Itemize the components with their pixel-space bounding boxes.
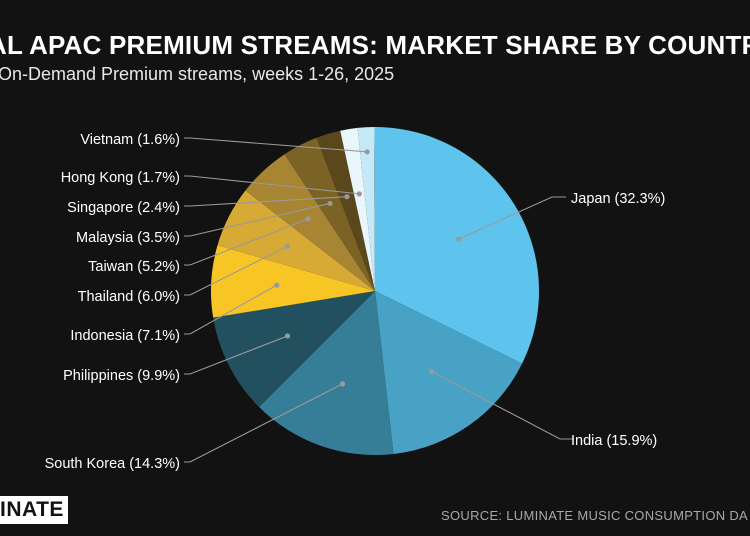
slice-label-japan: Japan (32.3%) (571, 191, 665, 207)
leader-line-south-korea (184, 383, 343, 463)
slices-layer (210, 126, 539, 455)
pie-slice-malaysia (284, 137, 375, 291)
pie-slice-vietnam (357, 127, 375, 291)
pie-slice-hong-kong (340, 127, 375, 292)
pie-slice-taiwan (245, 154, 375, 291)
slice-label-thailand: Thailand (6.0%) (78, 289, 180, 305)
source-note: SOURCE: LUMINATE MUSIC CONSUMPTION DA (441, 508, 748, 523)
chart-title: AL APAC PREMIUM STREAMS: MARKET SHARE BY… (0, 30, 750, 60)
slice-label-india: India (15.9%) (571, 433, 657, 449)
leader-line-thailand (184, 245, 288, 296)
slice-label-indonesia: Indonesia (7.1%) (70, 328, 180, 344)
leader-lines-layer (184, 137, 574, 463)
slice-label-south-korea: South Korea (14.3%) (45, 456, 180, 472)
slice-label-vietnam: Vietnam (1.6%) (80, 132, 180, 148)
slice-label-philippines: Philippines (9.9%) (63, 368, 180, 384)
pie-slice-other-2 (374, 126, 375, 292)
slice-label-hong-kong: Hong Kong (1.7%) (61, 170, 180, 186)
chart-subtitle: On-Demand Premium streams, weeks 1-26, 2… (0, 64, 395, 84)
leader-dot-thailand (284, 243, 290, 249)
luminate-logo: INATE (0, 496, 68, 524)
leader-line-malaysia (184, 202, 331, 237)
leader-line-japan (458, 196, 566, 240)
leader-line-india (431, 371, 574, 440)
pie-slice-philippines (213, 291, 375, 407)
leader-line-indonesia (184, 284, 278, 335)
slice-label-taiwan: Taiwan (5.2%) (88, 259, 180, 275)
leader-line-philippines (184, 335, 288, 375)
pie-slice-india (375, 291, 523, 454)
labels-layer: Japan (32.3%) India (15.9%) South Korea (1… (45, 132, 666, 472)
pie-slice-south-korea (259, 291, 394, 455)
slice-label-malaysia: Malaysia (3.5%) (76, 230, 180, 246)
pie-slice-singapore (316, 130, 375, 291)
slice-label-singapore: Singapore (2.4%) (67, 200, 180, 216)
pie-slice-japan (375, 127, 539, 364)
leader-line-taiwan (184, 218, 309, 266)
leader-line-vietnam (184, 137, 368, 153)
leader-line-hong-kong (184, 175, 360, 195)
leader-line-singapore (184, 196, 347, 207)
pie-slice-other-1 (373, 126, 375, 291)
pie-slice-thailand (217, 190, 375, 291)
